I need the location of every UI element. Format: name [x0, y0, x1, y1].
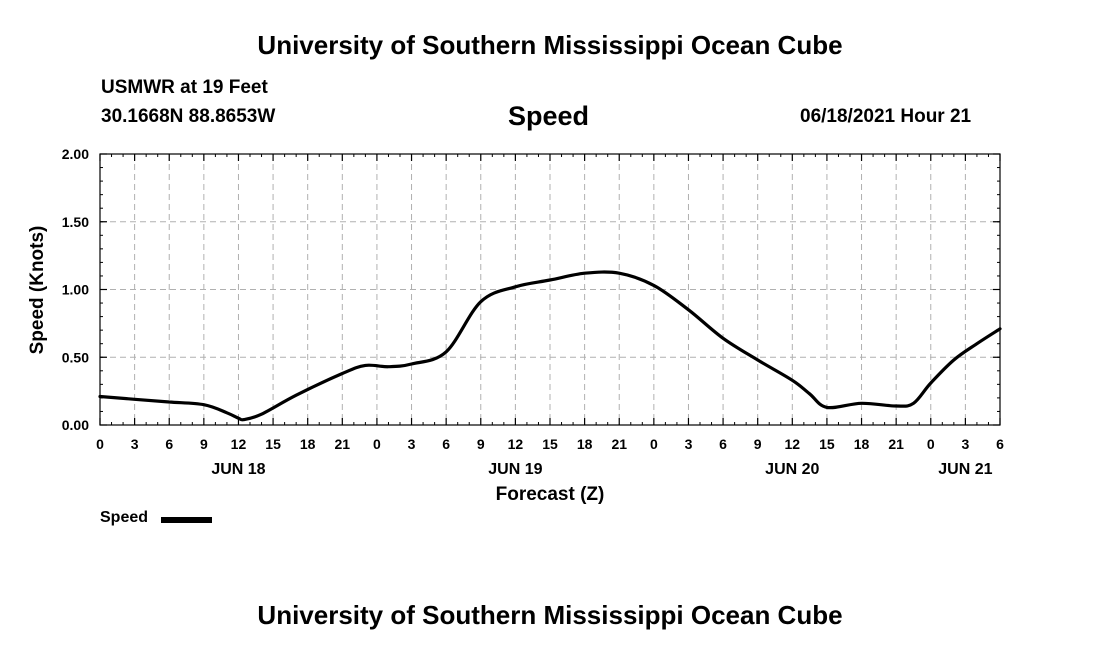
x-tick-label: 15 — [542, 436, 558, 452]
x-tick-label: 9 — [477, 436, 485, 452]
date-label: JUN 21 — [938, 461, 992, 478]
chart-title: Speed — [508, 101, 590, 131]
y-axis-label: Speed (Knots) — [27, 226, 48, 355]
y-tick-label: 0.50 — [62, 349, 89, 365]
footer-title: University of Southern Mississippi Ocean… — [257, 600, 843, 630]
x-tick-label: 6 — [719, 436, 727, 452]
x-tick-label: 12 — [508, 436, 524, 452]
speed-series-line — [98, 270, 1002, 422]
x-tick-label: 12 — [785, 436, 801, 452]
x-tick-label: 3 — [961, 436, 969, 452]
x-tick-label: 21 — [888, 436, 904, 452]
x-tick-label: 15 — [819, 436, 835, 452]
y-tick-label: 1.50 — [62, 214, 89, 230]
x-tick-label: 21 — [611, 436, 627, 452]
station-label: USMWR at 19 Feet — [101, 77, 268, 98]
x-tick-label: 0 — [373, 436, 381, 452]
x-tick-label: 18 — [300, 436, 316, 452]
date-label: JUN 20 — [765, 461, 819, 478]
labels-layer: 0 3 6 9 12 15 18 21 0 3 6 9 12 15 18 21 0 3 6 9 12 15 18 21 0 3 6 0… — [62, 146, 1004, 478]
x-tick-label: 6 — [996, 436, 1004, 452]
y-tick-label: 1.00 — [62, 282, 89, 298]
x-tick-label: 3 — [408, 436, 416, 452]
legend-label: Speed — [100, 509, 149, 526]
grid-layer — [100, 154, 1000, 425]
x-tick-label: 21 — [335, 436, 351, 452]
x-tick-label: 3 — [685, 436, 693, 452]
date-label: JUN 19 — [488, 461, 542, 478]
legend-line-swatch — [161, 517, 212, 523]
x-tick-label: 9 — [200, 436, 208, 452]
ticks-layer — [99, 153, 1001, 426]
x-tick-label: 9 — [754, 436, 762, 452]
x-tick-label: 0 — [96, 436, 104, 452]
x-tick-label: 6 — [442, 436, 450, 452]
x-tick-label: 6 — [165, 436, 173, 452]
x-tick-label: 0 — [650, 436, 658, 452]
x-tick-label: 15 — [265, 436, 281, 452]
y-tick-label: 2.00 — [62, 146, 89, 162]
x-tick-label: 12 — [231, 436, 247, 452]
x-tick-label: 3 — [131, 436, 139, 452]
date-label: JUN 18 — [211, 461, 265, 478]
x-axis-label: Forecast (Z) — [496, 484, 605, 505]
forecast-date: 06/18/2021 Hour 21 — [800, 106, 972, 127]
y-tick-label: 0.00 — [62, 417, 89, 433]
page-title: University of Southern Mississippi Ocean… — [257, 30, 843, 60]
x-tick-label: 18 — [854, 436, 870, 452]
station-coordinates: 30.1668N 88.8653W — [101, 106, 276, 127]
x-tick-label: 18 — [577, 436, 593, 452]
x-tick-label: 0 — [927, 436, 935, 452]
